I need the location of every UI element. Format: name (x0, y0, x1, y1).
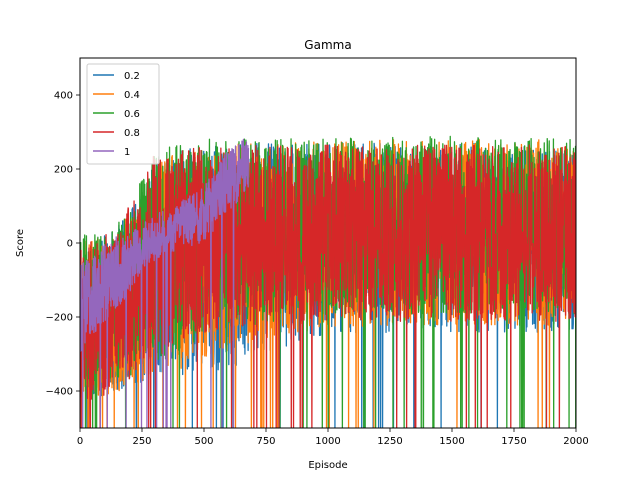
chart-title: Gamma (304, 38, 351, 52)
series-layer (80, 135, 576, 428)
x-tick-label: 1000 (315, 436, 340, 447)
x-tick-label: 1500 (439, 436, 464, 447)
axes-ticks: 0 250 500 750 1000 1250 1500 1750 2000 −400 −200 0 2… (46, 91, 589, 448)
x-tick-label: 2000 (563, 436, 588, 447)
legend: 0.2 0.4 0.6 0.8 1 (86, 63, 160, 165)
y-tick-label: 0 (67, 239, 73, 250)
y-tick-label: 200 (54, 165, 73, 176)
y-tick-label: −200 (46, 313, 73, 324)
x-tick-label: 0 (77, 436, 83, 447)
x-tick-label: 1750 (501, 436, 526, 447)
legend-label-3: 0.6 (124, 109, 140, 120)
y-tick-label: −400 (46, 387, 73, 398)
legend-label-4: 0.8 (124, 128, 140, 139)
x-tick-label: 500 (194, 436, 213, 447)
x-tick-label: 750 (256, 436, 275, 447)
x-tick-label: 1250 (377, 436, 402, 447)
x-axis-label: Episode (308, 460, 347, 471)
legend-box (86, 63, 160, 165)
legend-label-1: 0.2 (124, 71, 140, 82)
series-line-5 (80, 138, 250, 428)
legend-label-5: 1 (124, 147, 130, 158)
x-tick-label: 250 (132, 436, 151, 447)
y-tick-label: 400 (54, 91, 73, 102)
y-axis-label: Score (15, 229, 26, 257)
legend-label-2: 0.4 (124, 90, 140, 101)
